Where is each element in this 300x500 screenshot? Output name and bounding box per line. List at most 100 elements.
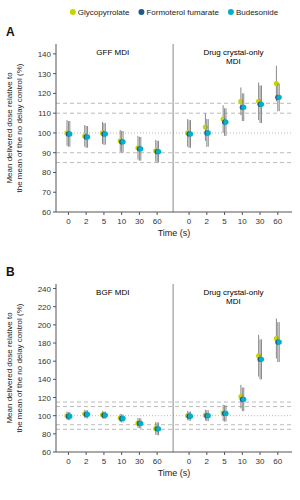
text-line: BGF MDI: [96, 288, 129, 297]
x-tick-label: 30: [256, 217, 265, 226]
x-tick-label: 10: [117, 217, 126, 226]
point: [188, 131, 193, 136]
y-axis-line: [56, 284, 57, 452]
reference-line: [56, 162, 292, 163]
x-axis-label: Time (s): [158, 468, 191, 478]
x-tick-label: 0: [187, 217, 192, 226]
x-tick-label: 30: [135, 457, 144, 466]
x-tick-label: 2: [205, 217, 210, 226]
reference-line: [56, 406, 292, 407]
y-tick-label: 80: [42, 430, 51, 439]
y-tick-label: 100: [38, 412, 52, 421]
point: [223, 119, 228, 124]
point: [85, 412, 90, 417]
point: [277, 95, 282, 100]
y-tick-label: 120: [38, 89, 52, 98]
reference-line: [56, 103, 292, 104]
x-tick-label: 30: [256, 457, 265, 466]
x-tick-label: 5: [102, 457, 107, 466]
x-tick-label: 5: [222, 457, 227, 466]
point: [277, 340, 282, 345]
y-tick-label: 70: [42, 188, 51, 197]
y-tick-label: 100: [38, 129, 52, 138]
text-line: GFF MDI: [96, 48, 129, 57]
point: [103, 131, 108, 136]
text-line: MDI: [226, 297, 241, 306]
x-tick-label: 0: [66, 217, 71, 226]
y-tick-label: 140: [38, 375, 52, 384]
point: [259, 357, 264, 362]
reference-line: [56, 113, 292, 114]
legend-label: Budesonide: [236, 8, 279, 17]
panel-title: B: [6, 265, 15, 279]
x-tick-label: 60: [273, 217, 282, 226]
text-line: Drug crystal-only: [203, 288, 263, 297]
y-tick-label: 200: [38, 321, 52, 330]
legend-marker: [138, 9, 144, 15]
x-tick-label: 2: [84, 217, 89, 226]
series: [66, 84, 281, 163]
legend-marker: [70, 9, 76, 15]
y-axis-label: Mean delivered dose relative tothe mean …: [5, 303, 24, 432]
text-line: the mean of the no delay control (%): [15, 63, 24, 192]
y-tick-label: 80: [42, 168, 51, 177]
chart: GlycopyrrolateFormoterol fumarateBudeson…: [0, 0, 300, 500]
group-annotation: Drug crystal-onlyMDI: [203, 48, 263, 66]
x-tick-label: 60: [153, 217, 162, 226]
y-tick-label: 130: [38, 70, 52, 79]
series: [67, 322, 282, 435]
legend-item: Glycopyrrolate: [70, 8, 130, 17]
group-annotation: Drug crystal-onlyMDI: [203, 288, 263, 306]
reference-line: [56, 415, 292, 416]
point: [138, 146, 143, 151]
panel-title: A: [6, 25, 15, 39]
legend: GlycopyrrolateFormoterol fumarateBudeson…: [70, 8, 279, 17]
point: [156, 149, 161, 154]
point: [67, 414, 72, 419]
group-divider: [173, 284, 174, 452]
x-tick-label: 0: [187, 457, 192, 466]
legend-item: Budesonide: [228, 8, 279, 17]
reference-line: [56, 402, 292, 403]
x-tick-label: 5: [222, 217, 227, 226]
x-tick-label: 5: [102, 217, 107, 226]
point: [206, 130, 211, 135]
x-tick-label: 30: [135, 217, 144, 226]
y-axis-label: Mean delivered dose relative tothe mean …: [5, 63, 24, 192]
panel: B608010012014016018020022024002510306002…: [5, 265, 292, 478]
y-tick-label: 240: [38, 285, 52, 294]
x-tick-label: 2: [84, 457, 89, 466]
point: [156, 426, 161, 431]
text-line: Mean delivered dose relative to: [5, 312, 14, 424]
legend-label: Glycopyrrolate: [78, 8, 130, 17]
reference-line: [56, 424, 292, 425]
y-tick-label: 110: [38, 109, 51, 118]
y-tick-label: 60: [42, 448, 51, 457]
y-tick-label: 220: [38, 303, 52, 312]
x-axis-label: Time (s): [158, 228, 191, 238]
point: [206, 413, 211, 418]
x-tick-label: 60: [273, 457, 282, 466]
x-tick-label: 10: [117, 457, 126, 466]
x-tick-label: 60: [153, 457, 162, 466]
point: [120, 416, 125, 421]
series: [64, 319, 279, 435]
series: [66, 322, 281, 435]
legend-marker: [228, 9, 234, 15]
point: [103, 413, 108, 418]
reference-line: [56, 152, 292, 153]
x-axis-line: [56, 452, 292, 453]
reference-line: [56, 429, 292, 430]
point: [120, 139, 125, 144]
point: [241, 397, 246, 402]
group-divider: [173, 44, 174, 212]
point: [223, 411, 228, 416]
plot-area: [56, 284, 292, 452]
text-line: Drug crystal-only: [203, 48, 263, 57]
y-tick-label: 120: [38, 394, 52, 403]
reference-line: [56, 132, 292, 133]
series: [67, 84, 282, 163]
point: [67, 131, 72, 136]
point: [188, 414, 193, 419]
y-axis-line: [56, 44, 57, 212]
